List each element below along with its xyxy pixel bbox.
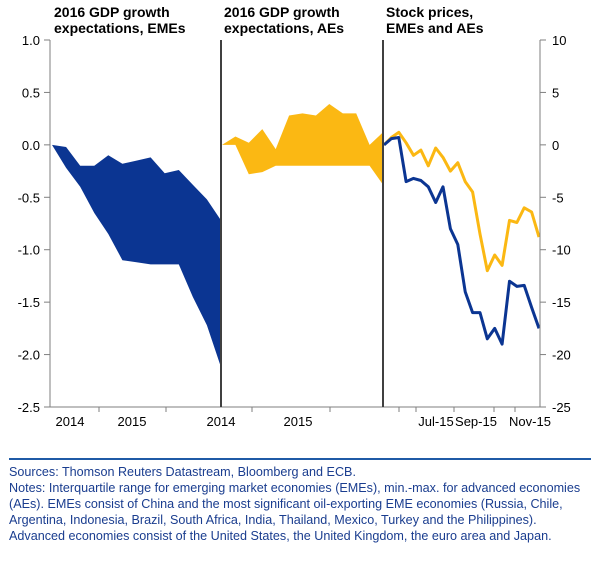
panel-2-title-line-2: expectations, AEs [224,20,344,36]
x-tick-label: Nov-15 [509,414,551,429]
chart: 2016 GDP growth expectations, EMEs 2016 … [18,4,571,429]
right-tick-label: 5 [552,85,559,100]
right-tick-label: -20 [552,348,571,363]
left-tick-label: -1.0 [18,243,40,258]
x-tick-label: 2015 [284,414,313,429]
x-tick-label: 2014 [207,414,236,429]
left-tick-label: -2.0 [18,348,40,363]
panel-3-title-line-1: Stock prices, [386,4,473,20]
panel-1-title-line-1: 2016 GDP growth [54,4,170,20]
x-tick-label: 2014 [56,414,85,429]
x-tick-label: 2015 [118,414,147,429]
right-tick-label: -10 [552,243,571,258]
range-band-panel-2 [222,104,383,185]
left-tick-label: -1.5 [18,295,40,310]
sources-text: Sources: Thomson Reuters Datastream, Blo… [9,465,356,479]
right-tick-label: -5 [552,190,564,205]
left-tick-label: 1.0 [22,33,40,48]
notes-text: Notes: Interquartile range for emerging … [9,481,581,543]
x-tick-label: Sep-15 [455,414,497,429]
left-tick-label: -0.5 [18,190,40,205]
right-tick-label: 0 [552,138,559,153]
right-tick-label: 10 [552,33,566,48]
stock-price-line-2 [383,136,541,346]
left-tick-label: 0.5 [22,85,40,100]
left-tick-label: 0.0 [22,138,40,153]
right-tick-label: -25 [552,400,571,415]
chart-notes: Sources: Thomson Reuters Datastream, Blo… [9,458,591,568]
stock-price-line-1 [382,130,541,273]
left-tick-label: -2.5 [18,400,40,415]
panel-3-title-line-2: EMEs and AEs [386,20,484,36]
x-tick-label: Jul-15 [418,414,453,429]
right-tick-label: -15 [552,295,571,310]
panel-2-title-line-1: 2016 GDP growth [224,4,340,20]
panel-1-title-line-2: expectations, EMEs [54,20,186,36]
range-band-panel-1 [52,144,221,368]
